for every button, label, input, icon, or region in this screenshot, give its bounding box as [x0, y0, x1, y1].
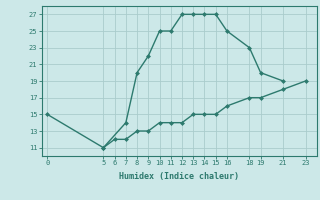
- X-axis label: Humidex (Indice chaleur): Humidex (Indice chaleur): [119, 172, 239, 181]
